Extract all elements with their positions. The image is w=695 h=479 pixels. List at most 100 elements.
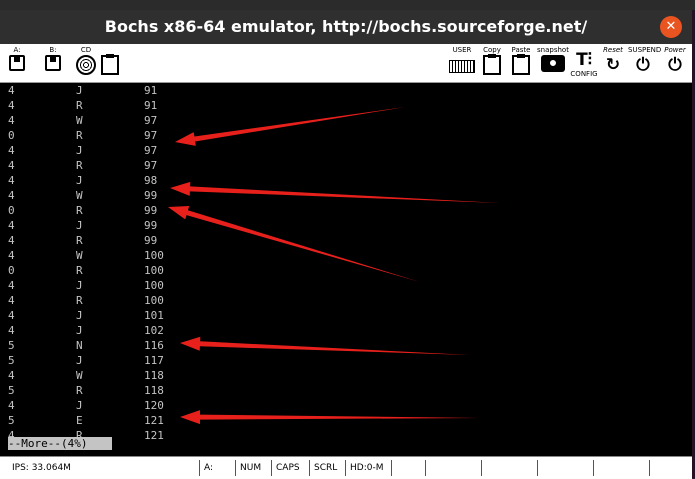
terminal-cell-time: 121 <box>144 414 164 427</box>
status-bar: IPS: 33.064M A: NUM CAPS SCRL HD:0-M <box>0 456 692 479</box>
terminal-cell-priority: 5 <box>8 414 15 427</box>
copy-button[interactable]: Copy <box>480 46 504 80</box>
close-button[interactable]: ✕ <box>660 16 682 38</box>
terminal-cell-time: 99 <box>144 189 158 202</box>
user-button[interactable]: USER <box>446 46 478 80</box>
terminal-cell-priority: 4 <box>8 219 15 232</box>
terminal-cell-state: W <box>76 249 83 262</box>
terminal-cell-priority: 4 <box>8 369 15 382</box>
power-icon: ⏻ <box>668 55 682 75</box>
cdrom-icon <box>76 55 96 75</box>
terminal-cell-priority: 4 <box>8 174 15 187</box>
status-slot <box>426 460 482 476</box>
terminal-cell-priority: 0 <box>8 264 15 277</box>
terminal-cell-time: 91 <box>144 84 158 97</box>
terminal-cell-time: 120 <box>144 399 164 412</box>
boot-button[interactable] <box>101 46 119 80</box>
window-title: Bochs x86-64 emulator, http://bochs.sour… <box>104 17 588 36</box>
terminal-cell-time: 97 <box>144 159 158 172</box>
config-label: CONFIG <box>570 70 598 78</box>
floppy-a-label: A: <box>13 46 21 54</box>
terminal-cell-state: J <box>76 174 83 187</box>
terminal-cell-state: R <box>76 159 83 172</box>
drive-indicator: A: <box>200 460 236 476</box>
terminal-cell-time: 102 <box>144 324 164 337</box>
status-slot <box>392 460 426 476</box>
toolbar: A: B: CD USER Copy Paste snapshot <box>0 44 692 83</box>
paste-icon <box>512 54 530 75</box>
terminal-cell-priority: 4 <box>8 234 15 247</box>
terminal-cell-time: 97 <box>144 144 158 157</box>
terminal-cell-priority: 5 <box>8 354 15 367</box>
hd-indicator: HD:0-M <box>346 460 392 476</box>
terminal-cell-time: 100 <box>144 249 164 262</box>
terminal-cell-priority: 0 <box>8 129 15 142</box>
terminal-cell-state: J <box>76 84 83 97</box>
title-bar: Bochs x86-64 emulator, http://bochs.sour… <box>0 10 692 44</box>
terminal-cell-priority: 5 <box>8 339 15 352</box>
floppy-disk-icon <box>45 55 61 71</box>
terminal-cell-time: 117 <box>144 354 164 367</box>
snapshot-label: snapshot <box>537 46 569 54</box>
reset-label: Reset <box>603 46 623 54</box>
terminal-cell-time: 118 <box>144 384 164 397</box>
terminal-cell-state: W <box>76 114 83 127</box>
status-slot <box>538 460 594 476</box>
power-button[interactable]: Power ⏻ <box>660 46 690 80</box>
terminal-cell-state: R <box>76 264 83 277</box>
terminal-cell-state: N <box>76 339 83 352</box>
background-top-strip <box>0 0 695 10</box>
terminal-cell-priority: 4 <box>8 189 15 202</box>
terminal-cell-priority: 4 <box>8 159 15 172</box>
suspend-icon: ⏻ <box>636 55 650 75</box>
terminal-cell-state: J <box>76 144 83 157</box>
floppy-b-button[interactable]: B: <box>42 46 64 80</box>
snapshot-button[interactable]: snapshot <box>536 46 570 80</box>
paste-button[interactable]: Paste <box>508 46 534 80</box>
status-slot <box>650 460 692 476</box>
terminal-cell-priority: 4 <box>8 279 15 292</box>
terminal-cell-time: 97 <box>144 129 158 142</box>
floppy-b-label: B: <box>49 46 57 54</box>
terminal-cell-time: 100 <box>144 264 164 277</box>
cdrom-button[interactable]: CD <box>74 46 98 80</box>
terminal-cell-state: J <box>76 219 83 232</box>
terminal-cell-state: W <box>76 369 83 382</box>
copy-icon <box>483 54 501 75</box>
terminal-cell-priority: 4 <box>8 309 15 322</box>
terminal-cell-priority: 4 <box>8 429 15 442</box>
terminal-cell-state: J <box>76 354 83 367</box>
suspend-button[interactable]: SUSPEND ⏻ <box>628 46 661 80</box>
terminal-cell-time: 100 <box>144 279 164 292</box>
terminal-cell-state: J <box>76 399 83 412</box>
scroll-lock-indicator: SCRL <box>310 460 346 476</box>
floppy-a-button[interactable]: A: <box>6 46 28 80</box>
boot-icon <box>101 54 119 75</box>
terminal-cell-state: J <box>76 324 83 337</box>
terminal-cell-state: J <box>76 279 83 292</box>
paste-label: Paste <box>511 46 531 54</box>
terminal-cell-time: 99 <box>144 219 158 232</box>
terminal-cell-time: 98 <box>144 174 158 187</box>
terminal-cell-time: 100 <box>144 294 164 307</box>
cdrom-label: CD <box>80 46 92 54</box>
terminal-cell-time: 99 <box>144 234 158 247</box>
terminal-cell-time: 118 <box>144 369 164 382</box>
terminal-cell-state: R <box>76 99 83 112</box>
terminal-cell-state: R <box>76 384 83 397</box>
vga-screen[interactable]: 4 J 91 4 R 91 4 W 97 0 R 97 4 J 97 4 R 97 4 J 98 4 W 99 0 R 99 4 J 99… <box>8 83 692 451</box>
reset-button[interactable]: Reset ↻ <box>598 46 628 80</box>
config-button[interactable]: T⫶ CONFIG <box>570 46 598 80</box>
reset-icon: ↻ <box>605 55 621 75</box>
keyboard-icon <box>449 60 475 73</box>
desktop-edge <box>692 10 695 478</box>
power-label: Power <box>664 46 686 54</box>
num-lock-indicator: NUM <box>236 460 272 476</box>
terminal-cell-priority: 4 <box>8 399 15 412</box>
terminal-cell-state: R <box>76 294 83 307</box>
terminal-cell-priority: 4 <box>8 294 15 307</box>
ips-indicator: IPS: 33.064M <box>8 460 200 476</box>
terminal-cell-time: 99 <box>144 204 158 217</box>
bochs-window: Bochs x86-64 emulator, http://bochs.sour… <box>0 10 692 479</box>
config-icon: T⫶ <box>576 50 592 70</box>
